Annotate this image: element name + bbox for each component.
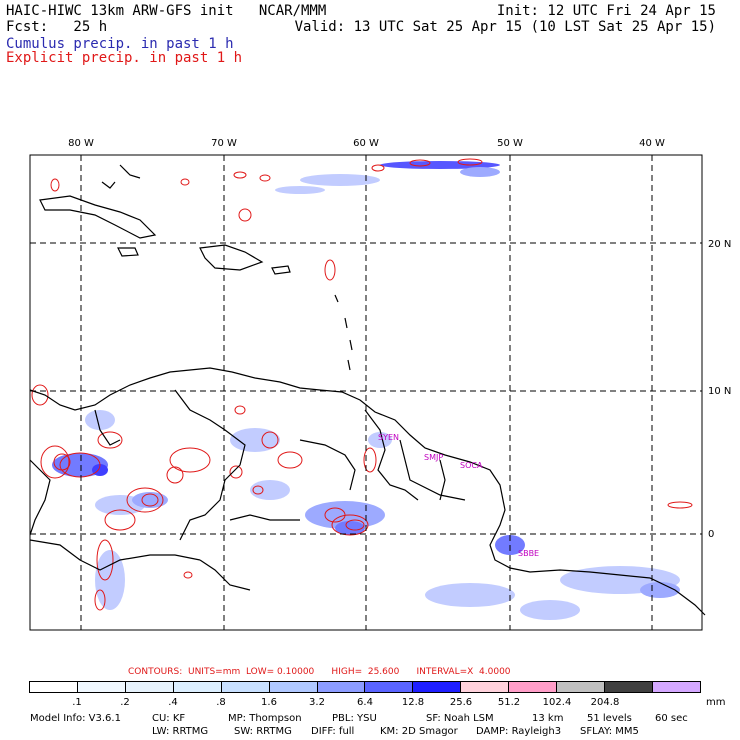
color-bar-tick: .1 — [72, 697, 82, 708]
color-bar-swatch — [317, 682, 366, 692]
model-info-res: 13 km — [532, 713, 564, 724]
model-info-levels: 51 levels — [587, 713, 632, 724]
color-bar-swatch — [413, 682, 462, 692]
lat-lon-grid — [30, 155, 702, 630]
model-info-mp: MP: Thompson — [228, 713, 302, 724]
station-smjp: SMJP — [424, 453, 443, 462]
contours-info: CONTOURS: UNITS=mm LOW= 0.10000 HIGH= 25… — [128, 667, 511, 677]
model-info-timestep: 60 sec — [655, 713, 688, 724]
model-info-sflay: SFLAY: MM5 — [580, 726, 639, 737]
color-bar-swatch — [269, 682, 318, 692]
station-syen: SYEN — [378, 433, 399, 442]
color-bar-tick: .8 — [216, 697, 226, 708]
model-info-pbl: PBL: YSU — [332, 713, 377, 724]
color-bar-tick: 12.8 — [401, 697, 425, 708]
station-soca: SOCA — [460, 461, 483, 470]
lon-label-60w: 60 W — [353, 138, 379, 149]
model-info-diff: DIFF: full — [311, 726, 355, 737]
model-info-lw: LW: RRTMG — [152, 726, 209, 737]
model-info-sf: SF: Noah LSM — [426, 713, 494, 724]
color-bar-tick: .2 — [120, 697, 130, 708]
color-bar-unit: mm — [706, 697, 726, 708]
model-info-damp: DAMP: Rayleigh3 — [476, 726, 562, 737]
lat-label-20n: 20 N — [708, 239, 731, 250]
model-info-sw: SW: RRTMG — [234, 726, 292, 737]
valid-time: Valid: 13 UTC Sat 25 Apr 15 (10 LST Sat … — [294, 19, 716, 35]
coastlines-and-borders — [29, 164, 706, 616]
color-bar-swatch — [652, 682, 700, 692]
color-bar-tick: 1.6 — [261, 697, 277, 708]
color-bar-swatch — [557, 682, 606, 692]
explicit-precip-label: Explicit precip. in past 1 h — [6, 50, 243, 66]
color-bar-tick: 25.6 — [449, 697, 473, 708]
color-bar-swatch — [30, 682, 78, 692]
cumulus-precip-shading — [52, 161, 680, 620]
model-info-version: Model Info: V3.6.1 — [30, 713, 121, 724]
color-bar-swatch — [509, 682, 558, 692]
color-bar-swatch — [605, 682, 653, 692]
lon-label-40w: 40 W — [639, 138, 665, 149]
color-bar-tick: 6.4 — [357, 697, 373, 708]
color-bar-swatch — [221, 682, 270, 692]
color-bar-tick: 51.2 — [497, 697, 521, 708]
color-bar-ticks: .1 .2 .4 .8 1.6 3.2 6.4 12.8 25.6 51.2 102.4 204.8 — [29, 697, 701, 709]
lon-label-70w: 70 W — [211, 138, 237, 149]
init-time: Init: 12 UTC Fri 24 Apr 15 — [496, 3, 716, 19]
color-bar-tick: .4 — [168, 697, 178, 708]
color-bar-tick: 204.8 — [590, 697, 620, 708]
model-info-km: KM: 2D Smagor — [380, 726, 458, 737]
color-bar-swatch — [365, 682, 414, 692]
lat-label-10n: 10 N — [708, 386, 731, 397]
explicit-precip-contours — [31, 158, 693, 611]
cumulus-precip-label: Cumulus precip. in past 1 h — [6, 36, 234, 52]
color-bar-tick: 102.4 — [542, 697, 572, 708]
color-bar-tick: 3.2 — [309, 697, 325, 708]
model-title: HAIC-HIWC 13km ARW-GFS init NCAR/MMM — [6, 3, 327, 19]
station-sbbe: SBBE — [518, 549, 539, 558]
forecast-hour: Fcst: 25 h — [6, 19, 108, 35]
lat-label-0: 0 — [708, 529, 714, 540]
map-frame — [29, 154, 703, 631]
color-bar-swatch — [461, 682, 510, 692]
color-bar-swatch — [125, 682, 174, 692]
color-bar-swatch — [173, 682, 222, 692]
lon-label-50w: 50 W — [497, 138, 523, 149]
lon-label-80w: 80 W — [68, 138, 94, 149]
color-bar-swatch — [77, 682, 126, 692]
model-info-cu: CU: KF — [152, 713, 186, 724]
precip-color-bar — [29, 681, 701, 693]
